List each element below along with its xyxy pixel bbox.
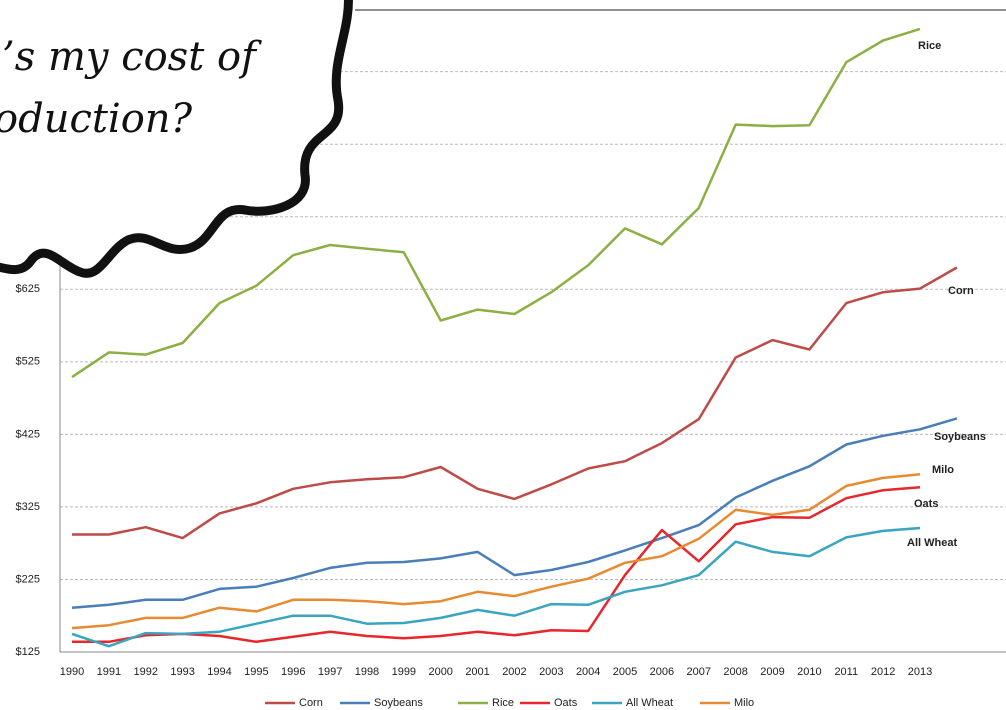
end-label: All Wheat: [907, 537, 957, 549]
x-tick-label: 1999: [392, 666, 416, 678]
x-tick-label: 2012: [871, 666, 895, 678]
x-tick-label: 2003: [539, 666, 563, 678]
x-tick-label: 2002: [502, 666, 526, 678]
series-line: [71, 417, 958, 609]
legend-label: Rice: [492, 697, 514, 709]
x-tick-label: 2006: [650, 666, 674, 678]
y-tick-label: $225: [16, 573, 40, 585]
legend-label: All Wheat: [626, 697, 673, 709]
end-label: Oats: [914, 498, 938, 510]
x-tick-label: 2007: [687, 666, 711, 678]
x-tick-label: 2013: [908, 666, 932, 678]
x-tick-label: 1998: [355, 666, 379, 678]
x-tick-label: 2004: [576, 666, 600, 678]
bubble-text: oduction?: [0, 96, 193, 142]
x-tick-label: 1996: [281, 666, 305, 678]
series-line: [71, 473, 921, 630]
x-tick-label: 1995: [244, 666, 268, 678]
y-tick-label: $325: [16, 501, 40, 513]
series-line: [71, 526, 921, 648]
x-tick-label: 1991: [97, 666, 121, 678]
legend-label: Soybeans: [374, 697, 423, 709]
y-tick-label: $625: [16, 283, 40, 295]
x-tick-label: 1992: [133, 666, 157, 678]
x-tick-label: 1997: [318, 666, 342, 678]
bubble-text: ’s my cost of: [2, 34, 262, 80]
series-line: [72, 486, 921, 644]
legend-label: Oats: [554, 697, 578, 709]
x-tick-label: 2001: [465, 666, 489, 678]
legend-label: Corn: [299, 697, 323, 709]
end-label: Corn: [948, 285, 974, 297]
end-label: Soybeans: [934, 431, 986, 443]
thought-bubble: [0, 0, 353, 278]
end-label: Rice: [918, 40, 941, 52]
y-tick-label: $125: [16, 646, 40, 658]
x-tick-label: 1994: [207, 666, 231, 678]
x-tick-label: 2010: [797, 666, 821, 678]
y-tick-label: $525: [16, 356, 40, 368]
x-tick-label: 2009: [760, 666, 784, 678]
y-tick-label: $425: [16, 428, 40, 440]
x-tick-label: 2008: [723, 666, 747, 678]
end-label: Milo: [932, 464, 954, 476]
series-line: [72, 266, 958, 540]
x-tick-label: 2005: [613, 666, 637, 678]
x-tick-label: 2011: [834, 666, 858, 678]
series-line: [71, 27, 921, 379]
x-tick-label: 2000: [428, 666, 452, 678]
legend-label: Milo: [734, 697, 754, 709]
x-tick-label: 1990: [60, 666, 84, 678]
x-tick-label: 1993: [170, 666, 194, 678]
